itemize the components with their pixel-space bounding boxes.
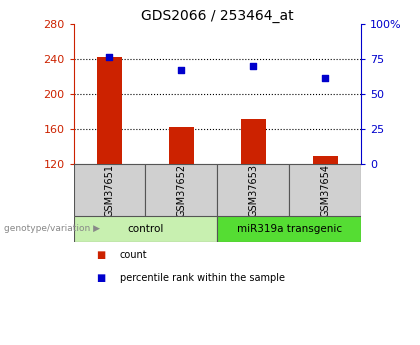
Text: GSM37654: GSM37654 <box>320 164 330 217</box>
Point <box>106 55 113 60</box>
Bar <box>218 164 289 216</box>
Point <box>250 63 257 69</box>
Text: GSM37651: GSM37651 <box>105 164 115 217</box>
Text: genotype/variation ▶: genotype/variation ▶ <box>4 224 100 233</box>
Bar <box>218 216 361 242</box>
Point <box>178 67 185 72</box>
Text: ■: ■ <box>97 250 106 260</box>
Text: percentile rank within the sample: percentile rank within the sample <box>120 273 285 283</box>
Bar <box>97 58 122 164</box>
Bar <box>74 216 218 242</box>
Bar <box>289 164 361 216</box>
Text: GSM37652: GSM37652 <box>176 164 186 217</box>
Text: count: count <box>120 250 147 260</box>
Text: control: control <box>127 224 164 234</box>
Bar <box>74 164 145 216</box>
Text: ■: ■ <box>97 273 106 283</box>
Text: miR319a transgenic: miR319a transgenic <box>237 224 342 234</box>
Title: GDS2066 / 253464_at: GDS2066 / 253464_at <box>141 9 294 23</box>
Bar <box>145 164 218 216</box>
Point <box>322 76 328 81</box>
Bar <box>241 119 266 164</box>
Bar <box>169 127 194 164</box>
Text: GSM37653: GSM37653 <box>248 164 258 217</box>
Bar <box>312 156 338 164</box>
